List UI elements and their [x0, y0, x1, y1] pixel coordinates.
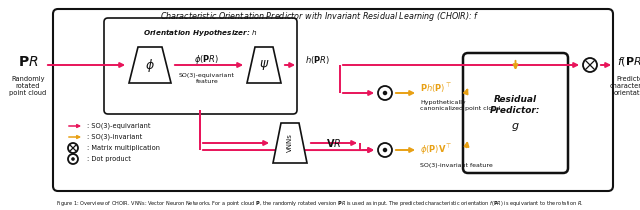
Circle shape — [72, 158, 74, 160]
FancyBboxPatch shape — [463, 53, 568, 173]
Text: Orientation Hypothesizer: $h$: Orientation Hypothesizer: $h$ — [143, 27, 257, 38]
Text: Characteristic Orientation Predictor with Invariant Residual Learning (CHOIR): $: Characteristic Orientation Predictor wit… — [160, 7, 480, 24]
Text: VNNs: VNNs — [287, 134, 293, 152]
Text: $\mathbf{P}h(\mathbf{P})^\top$: $\mathbf{P}h(\mathbf{P})^\top$ — [420, 81, 452, 95]
Text: Figure 1: Overview of CHOIR. VNNs: Vector Neuron Networks. For a point cloud $\m: Figure 1: Overview of CHOIR. VNNs: Vecto… — [56, 199, 584, 208]
Text: $g$: $g$ — [511, 121, 520, 133]
Text: $\phi$: $\phi$ — [145, 56, 155, 74]
Text: : SO(3)-invariant: : SO(3)-invariant — [87, 134, 142, 140]
Text: $f(\mathbf{P}R)$: $f(\mathbf{P}R)$ — [617, 55, 640, 68]
Text: SO(3)-equivariant
feature: SO(3)-equivariant feature — [179, 73, 235, 84]
Text: $h(\mathbf{P}R)$: $h(\mathbf{P}R)$ — [305, 54, 330, 66]
Text: $\phi(\mathbf{P})\mathbf{V}^\top$: $\phi(\mathbf{P})\mathbf{V}^\top$ — [420, 143, 452, 157]
Text: Residual
Predictor:: Residual Predictor: — [490, 95, 541, 115]
Polygon shape — [129, 47, 171, 83]
Text: $\phi(\mathbf{P}R)$: $\phi(\mathbf{P}R)$ — [195, 54, 220, 67]
Text: Predicted
characteristic
orientation: Predicted characteristic orientation — [609, 76, 640, 96]
Circle shape — [383, 92, 387, 94]
Polygon shape — [273, 123, 307, 163]
Text: $\mathbf{P}R$: $\mathbf{P}R$ — [18, 55, 38, 69]
Text: : Matrix multiplication: : Matrix multiplication — [87, 145, 160, 151]
Text: Hypothetically
canonicalized point cloud: Hypothetically canonicalized point cloud — [420, 100, 500, 111]
FancyBboxPatch shape — [53, 9, 613, 191]
FancyBboxPatch shape — [104, 18, 297, 114]
Polygon shape — [247, 47, 281, 83]
Text: SO(3)-invariant feature: SO(3)-invariant feature — [420, 163, 493, 168]
Text: Randomly
rotated
point cloud: Randomly rotated point cloud — [10, 76, 47, 96]
Text: $\mathbf{V}R$: $\mathbf{V}R$ — [326, 137, 341, 149]
Text: : SO(3)-equivariant: : SO(3)-equivariant — [87, 123, 150, 129]
Text: $\psi$: $\psi$ — [259, 58, 269, 72]
Circle shape — [383, 148, 387, 152]
Text: : Dot product: : Dot product — [87, 156, 131, 162]
